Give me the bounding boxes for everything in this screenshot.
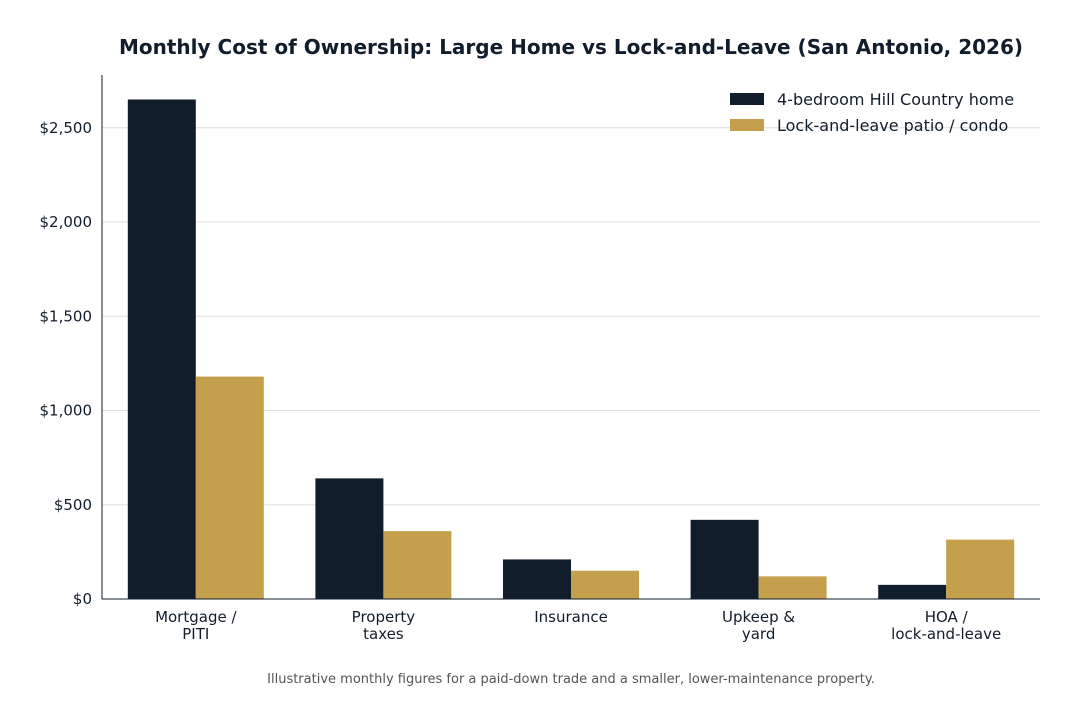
y-tick-label: $2,000 (40, 213, 93, 231)
bar-lock-and-leave (758, 576, 827, 599)
chart-title: Monthly Cost of Ownership: Large Home vs… (119, 35, 1023, 59)
legend: 4-bedroom Hill Country home Lock-and-leav… (730, 90, 1014, 135)
bar-large-home (315, 478, 384, 599)
y-tick-label: $0 (73, 590, 92, 608)
chart-caption: Illustrative monthly figures for a paid-… (267, 672, 875, 687)
bar-large-home (503, 559, 571, 599)
y-tick-label: $1,000 (40, 402, 93, 420)
x-tick-label: Property (352, 608, 416, 626)
y-tick-label: $1,500 (40, 307, 93, 325)
bar-large-home (690, 519, 759, 599)
legend-swatch (730, 119, 764, 131)
y-tick-label: $2,500 (40, 119, 93, 137)
x-tick-label: lock-and-leave (891, 625, 1001, 643)
x-tick-label: PITI (182, 625, 209, 643)
legend-swatch (730, 93, 764, 105)
bars (127, 99, 1015, 599)
bar-lock-and-leave (383, 531, 452, 599)
x-tick-label: taxes (363, 625, 404, 643)
x-tick-label: Mortgage / (155, 608, 237, 626)
bar-large-home (127, 99, 196, 599)
y-axis-ticks: $0 $500 $1,000 $1,500 $2,000 $2,500 (40, 119, 93, 608)
legend-label: Lock-and-leave patio / condo (777, 116, 1008, 135)
legend-label: 4-bedroom Hill Country home (777, 90, 1014, 109)
bar-lock-and-leave (571, 570, 639, 599)
x-tick-label: Upkeep & (722, 608, 795, 626)
bar-large-home (878, 584, 947, 599)
x-tick-label: HOA / (925, 608, 969, 626)
x-tick-label: yard (742, 625, 776, 643)
y-tick-label: $500 (54, 496, 92, 514)
bar-lock-and-leave (195, 376, 264, 599)
x-tick-label: Insurance (534, 608, 608, 626)
bar-lock-and-leave (946, 539, 1015, 599)
